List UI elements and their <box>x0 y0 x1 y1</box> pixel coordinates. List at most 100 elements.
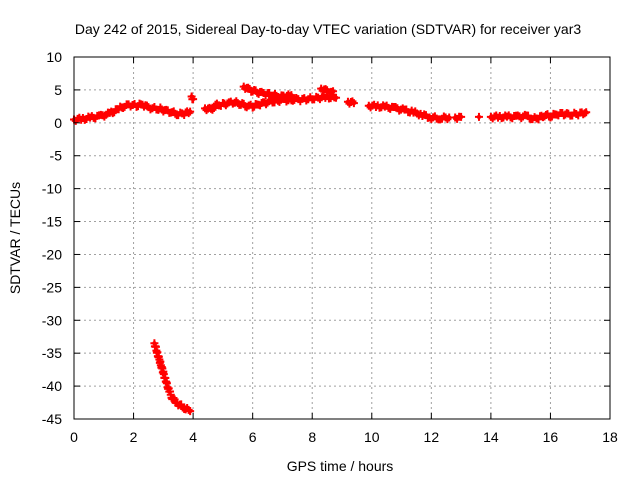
data-point <box>497 114 503 120</box>
data-point <box>458 114 464 120</box>
data-point <box>80 116 86 122</box>
data-point <box>560 111 565 116</box>
data-point <box>244 103 249 108</box>
data-point <box>583 110 589 115</box>
y-tick-label: -40 <box>42 378 62 394</box>
data-point <box>515 114 520 120</box>
data-point <box>226 100 232 106</box>
data-point <box>298 97 303 102</box>
data-point <box>158 360 163 366</box>
data-point <box>476 114 482 120</box>
y-tick-label: -20 <box>42 246 62 262</box>
data-point <box>181 405 187 411</box>
data-point <box>241 84 246 89</box>
data-point <box>128 102 133 108</box>
data-point <box>259 91 264 96</box>
data-point <box>98 114 104 119</box>
data-point <box>208 107 214 112</box>
data-point <box>167 389 172 394</box>
data-point <box>548 114 553 119</box>
data-point <box>324 89 330 94</box>
data-point <box>253 89 258 95</box>
data-point <box>292 96 297 102</box>
data-point <box>190 96 196 102</box>
data-point <box>566 112 571 118</box>
data-point <box>345 99 351 104</box>
data-point <box>164 108 169 114</box>
data-point <box>506 114 511 120</box>
data-point <box>202 106 208 111</box>
y-axis-label: SDTVAR / TECUs <box>7 182 23 294</box>
data-point <box>315 95 321 101</box>
data-point <box>429 115 434 120</box>
data-point <box>452 115 458 120</box>
data-point <box>170 395 175 401</box>
data-point <box>578 111 583 116</box>
data-point <box>220 102 226 107</box>
data-point <box>375 104 380 109</box>
data-point <box>318 86 324 91</box>
data-point <box>187 408 193 414</box>
data-point <box>289 92 294 98</box>
data-point <box>214 102 220 108</box>
data-point <box>351 100 357 106</box>
data-point <box>393 106 398 111</box>
y-tick-label: 10 <box>46 49 62 65</box>
data-point <box>176 112 181 117</box>
data-point <box>304 96 309 102</box>
y-tick-label: -10 <box>42 181 62 197</box>
x-tick-label: 8 <box>308 429 316 445</box>
data-point <box>146 105 151 110</box>
axis-ticks: 0 2 4 6 8 10 12 14 16 18 10 5 0 -5 -10 -15 -20 -25 -30 -35 -… <box>42 49 618 445</box>
data-point <box>310 96 315 101</box>
data-point <box>271 92 276 98</box>
x-tick-label: 6 <box>249 429 257 445</box>
data-point <box>152 341 157 346</box>
data-point <box>89 115 95 120</box>
data-point <box>170 110 175 115</box>
x-tick-label: 18 <box>602 429 618 445</box>
data-point <box>411 110 416 115</box>
x-tick-label: 10 <box>364 429 380 445</box>
data-point <box>384 104 389 110</box>
y-tick-label: -5 <box>50 148 63 164</box>
data-point <box>265 91 270 97</box>
data-point <box>530 116 535 122</box>
data-point <box>250 104 255 109</box>
y-tick-label: -25 <box>42 279 62 295</box>
data-point <box>277 94 282 99</box>
y-tick-label: 5 <box>54 82 62 98</box>
y-tick-label: 0 <box>54 115 62 131</box>
data-point <box>232 100 237 105</box>
data-point <box>247 87 252 93</box>
y-tick-label: -35 <box>42 345 62 361</box>
x-tick-label: 4 <box>189 429 197 445</box>
data-point <box>488 114 494 120</box>
data-point <box>283 94 288 99</box>
data-point <box>164 380 169 385</box>
data-point <box>524 114 529 119</box>
data-point <box>187 109 193 114</box>
chart-title: Day 242 of 2015, Sidereal Day-to-day VTE… <box>75 21 581 37</box>
y-tick-label: -15 <box>42 214 62 230</box>
data-point <box>122 103 127 108</box>
data-point <box>542 112 547 118</box>
data-point <box>572 112 577 117</box>
data-point <box>330 89 336 94</box>
data-point <box>238 101 243 106</box>
y-tick-label: -45 <box>42 411 62 427</box>
data-point <box>554 112 559 117</box>
data-point <box>420 112 425 118</box>
data-point <box>268 99 273 104</box>
data-point <box>262 100 267 106</box>
data-point <box>107 111 112 116</box>
plot-frame <box>73 56 611 420</box>
x-tick-label: 2 <box>130 429 138 445</box>
x-tick-label: 14 <box>483 429 499 445</box>
data-point <box>161 370 166 376</box>
x-tick-label: 12 <box>424 429 440 445</box>
data-point <box>158 106 163 112</box>
data-point <box>438 116 443 121</box>
